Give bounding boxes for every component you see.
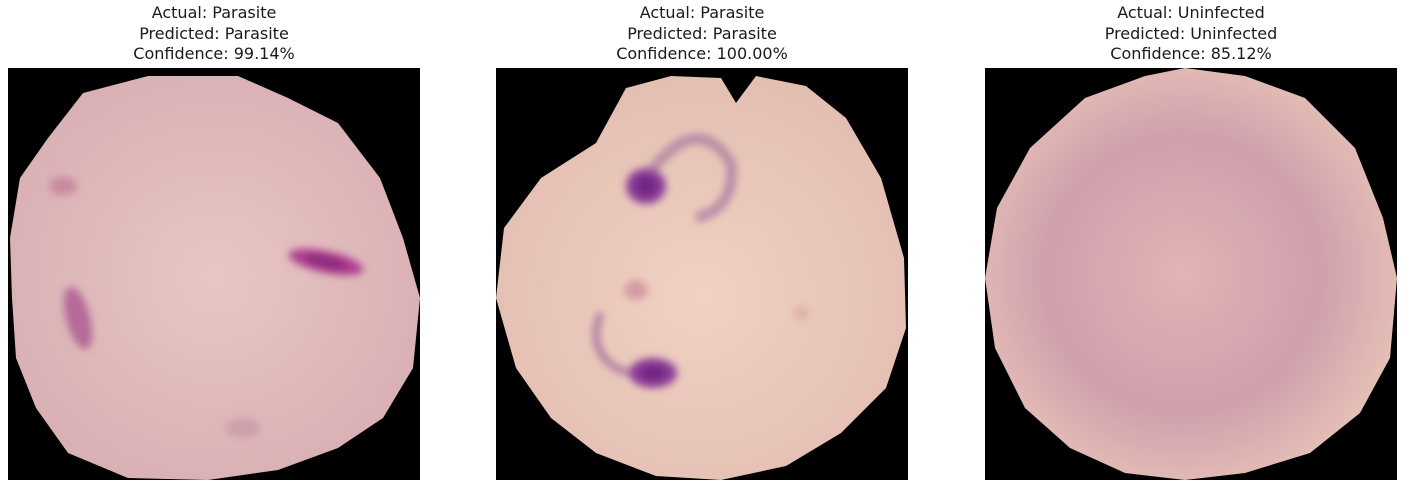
confidence-label: Confidence: 99.14% xyxy=(133,44,295,63)
cell-body xyxy=(496,76,906,480)
parasitized-cell-image xyxy=(10,76,420,480)
cell-body xyxy=(985,68,1397,480)
prediction-panel-3: Actual: Uninfected Predicted: Uninfected… xyxy=(985,0,1397,490)
parasite-stain xyxy=(635,176,657,196)
predicted-label: Predicted: Uninfected xyxy=(1104,23,1278,43)
parasite-stain xyxy=(640,365,666,381)
predicted-label: Predicted: Parasite xyxy=(139,23,289,43)
cell-image xyxy=(985,68,1397,480)
confidence-label: Confidence: 100.00% xyxy=(616,44,788,63)
actual-label: Actual: Parasite xyxy=(639,3,765,22)
parasitized-cell-image xyxy=(496,76,906,480)
panel-title: Actual: Parasite Predicted: Parasite Con… xyxy=(456,3,948,65)
parasite-stain xyxy=(49,177,77,195)
parasite-ring xyxy=(641,133,737,223)
cell-image xyxy=(8,68,420,480)
cell-image xyxy=(496,68,908,480)
prediction-panel-1: Actual: Parasite Predicted: Parasite Con… xyxy=(8,0,420,490)
cell-shade xyxy=(624,280,648,300)
panel-title: Actual: Parasite Predicted: Parasite Con… xyxy=(0,3,460,65)
panel-title: Actual: Uninfected Predicted: Uninfected… xyxy=(945,3,1402,65)
cell-body xyxy=(10,76,420,480)
parasite-stain xyxy=(304,254,348,270)
actual-label: Actual: Parasite xyxy=(151,3,277,22)
uninfected-cell-image xyxy=(985,68,1397,480)
actual-label: Actual: Uninfected xyxy=(1117,3,1265,22)
confidence-label: Confidence: 85.12% xyxy=(1110,44,1272,63)
predicted-label: Predicted: Parasite xyxy=(627,23,777,43)
parasite-stain xyxy=(63,286,93,350)
cell-shade xyxy=(225,418,261,438)
prediction-panel-2: Actual: Parasite Predicted: Parasite Con… xyxy=(496,0,908,490)
cell-shade xyxy=(793,306,809,320)
